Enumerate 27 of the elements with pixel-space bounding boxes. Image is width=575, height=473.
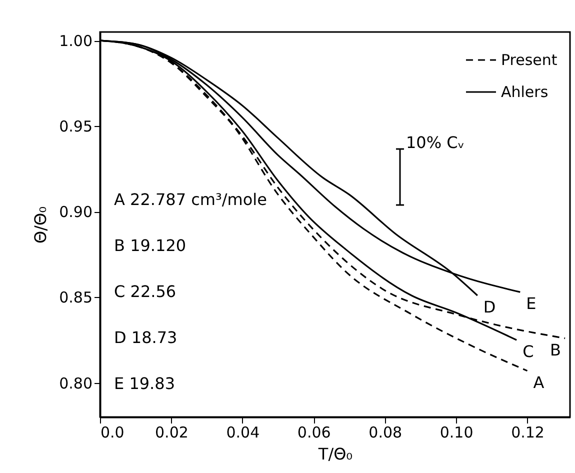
x-tick-label: 0.0 [100,424,124,442]
annotation: D [483,298,496,317]
x-tick-label: 0.06 [297,424,331,442]
y-axis-title: Θ/Θ₀ [31,206,50,244]
annotation: C [522,342,534,361]
y-tick-label: 0.80 [59,374,92,392]
annotation: C 22.56 [114,282,176,301]
annotation: 10% Cᵥ [406,133,464,152]
annotation: B 19.120 [114,236,186,255]
x-tick-label: 0.04 [226,424,260,442]
y-tick-label: 1.00 [59,32,92,50]
annotation: E 19.83 [114,374,175,393]
annotation: E [526,294,536,314]
x-axis-title: T/Θ₀ [317,444,353,464]
annotation: D 18.73 [114,328,178,347]
x-tick-label: 0.12 [511,424,544,442]
annotation: A 22.787 cm³/mole [114,190,267,209]
x-tick-label: 0.08 [368,424,402,442]
legend-label: Present [501,51,558,69]
legend-label: Ahlers [501,83,548,101]
annotation: A [533,372,544,392]
annotation: B [550,340,562,360]
y-tick-label: 0.95 [59,118,92,136]
x-tick-label: 0.02 [155,424,188,442]
y-tick-label: 0.90 [59,203,92,222]
x-tick-label: 0.10 [440,424,474,442]
y-tick-label: 0.85 [59,288,92,307]
